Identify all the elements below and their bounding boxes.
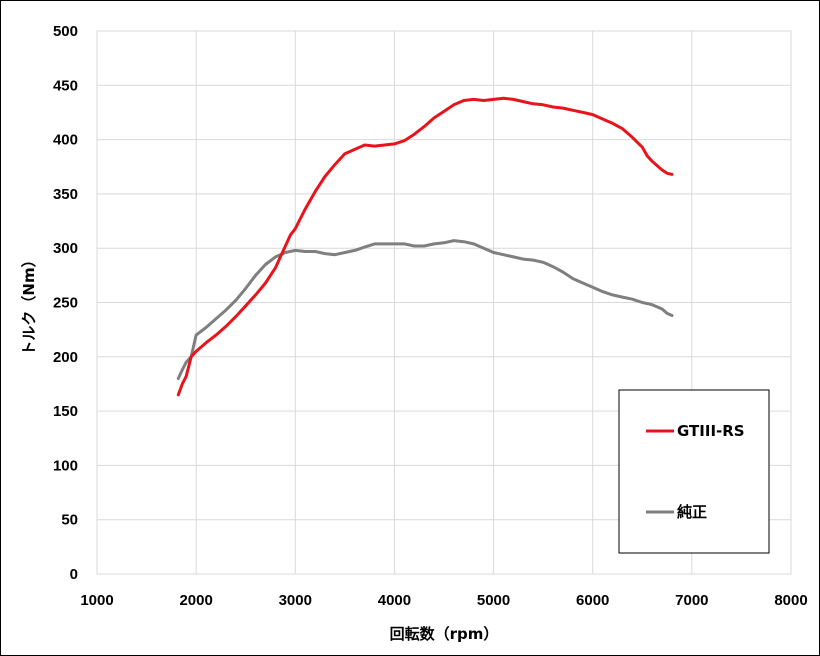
y-tick-label: 250 [53, 295, 78, 312]
x-tick-label: 1000 [80, 592, 113, 609]
y-tick-label: 400 [53, 132, 78, 149]
y-tick-label: 350 [53, 186, 78, 203]
plot-border [96, 30, 792, 575]
y-tick-label: 300 [53, 240, 78, 257]
legend: GTIII-RS 純正 [618, 389, 770, 554]
y-tick-label: 450 [53, 77, 78, 94]
series-lines [176, 96, 674, 397]
x-tick-label: 5000 [477, 592, 510, 609]
y-tick-label: 100 [53, 457, 78, 474]
legend-box [618, 389, 770, 554]
legend-label-gtiii-rs: GTIII-RS [677, 422, 745, 440]
x-tick-label: 6000 [576, 592, 609, 609]
y-tick-label: 150 [53, 403, 78, 420]
y-tick-label: 500 [53, 23, 78, 40]
x-axis-ticks: 1000 2000 3000 4000 5000 6000 7000 8000 [80, 592, 807, 609]
x-tick-label: 2000 [179, 592, 212, 609]
y-tick-label: 200 [53, 349, 78, 366]
plot-area [96, 30, 792, 575]
series-line-stock [176, 239, 674, 380]
y-tick-label: 0 [70, 566, 78, 583]
y-axis-label: トルク（Nm） [20, 252, 38, 355]
x-axis-label: 回転数（rpm） [390, 625, 499, 643]
series-line-gtiii-rs [176, 96, 674, 397]
y-axis-ticks: 0 50 100 150 200 250 300 350 400 450 500 [53, 23, 78, 583]
x-tick-label: 3000 [279, 592, 312, 609]
x-tick-label: 8000 [774, 592, 807, 609]
legend-label-stock: 純正 [677, 503, 707, 521]
x-tick-label: 7000 [675, 592, 708, 609]
x-tick-label: 4000 [378, 592, 411, 609]
y-tick-label: 50 [61, 512, 78, 529]
